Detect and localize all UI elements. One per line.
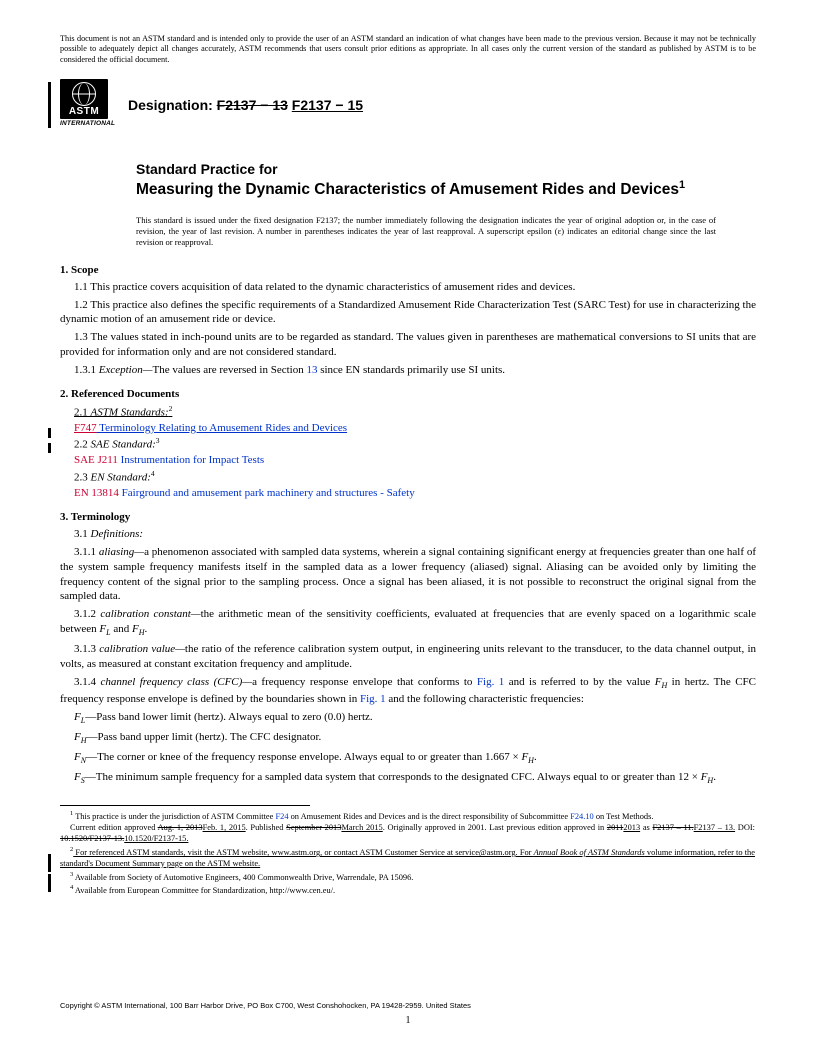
en-13814-link[interactable]: EN 13814 [74,487,119,499]
section-2-head: 2. Referenced Documents [60,388,756,400]
change-bar [48,874,51,892]
para-3-1-3: 3.1.3 calibration value—the ratio of the… [60,642,756,672]
para-3-1: 3.1 Definitions: [60,527,756,542]
footnote-1: 1 This practice is under the jurisdictio… [60,810,755,823]
para-3-1-2: 3.1.2 calibration constant—the arithmeti… [60,607,756,639]
f747-link[interactable]: F747 [74,422,97,434]
para-1-2: 1.2 This practice also defines the speci… [60,298,756,328]
freq-fh: FH—Pass band upper limit (hertz). The CF… [60,730,756,747]
para-3-1-4: 3.1.4 channel frequency class (CFC)—a fr… [60,675,756,707]
ref-f747: F747 Terminology Relating to Amusement R… [60,421,756,436]
para-1-1: 1.1 This practice covers acquisition of … [60,280,756,295]
freq-fn: FN—The corner or knee of the frequency r… [60,750,756,767]
change-bar [48,428,51,438]
ref-sae-j211: SAE J211 Instrumentation for Impact Test… [60,453,756,468]
designation-old: F2137 − 13 [217,97,288,113]
change-bar [48,82,51,128]
issued-note: This standard is issued under the fixed … [136,215,716,248]
footnote-1-line2: Current edition approved Aug. 1, 2013Feb… [60,823,755,845]
section-13-link[interactable]: 13 [306,364,317,376]
footnote-2: 2 For referenced ASTM standards, visit t… [60,846,755,870]
logo-abbr: ASTM [60,106,108,117]
fig-1-link[interactable]: Fig. 1 [477,676,504,688]
change-bar [48,443,51,453]
copyright: Copyright © ASTM International, 100 Barr… [60,1001,471,1010]
astm-logo: ASTM INTERNATIONAL [60,79,118,131]
change-bar [48,854,51,872]
f747-title-link[interactable]: Terminology Relating to Amusement Rides … [97,422,347,434]
ref-en-13814: EN 13814 Fairground and amusement park m… [60,486,756,501]
freq-fl: FL—Pass band lower limit (hertz). Always… [60,710,756,727]
designation-new: F2137 − 15 [292,97,363,113]
top-disclaimer: This document is not an ASTM standard an… [60,34,756,65]
sae-j211-link[interactable]: SAE J211 [74,454,118,466]
footnotes: 1 This practice is under the jurisdictio… [60,805,310,898]
en-13814-title-link[interactable]: Fairground and amusement park machinery … [119,487,415,499]
header-row: ASTM INTERNATIONAL Designation: F2137 − … [60,79,756,131]
ref-2-2: 2.2 SAE Standard:3 [60,436,756,453]
subcommittee-f24-10-link[interactable]: F24.10 [570,811,594,820]
section-3-head: 3. Terminology [60,511,756,523]
para-3-1-1: 3.1.1 aliasing—a phenomenon associated w… [60,545,756,604]
sae-j211-title-link[interactable]: Instrumentation for Impact Tests [118,454,264,466]
footnote-4: 4 Available from European Committee for … [60,884,755,897]
footnote-3: 3 Available from Society of Automotive E… [60,871,755,884]
page-number: 1 [0,1015,816,1026]
fig-1-link-2[interactable]: Fig. 1 [360,693,386,705]
title-prefix: Standard Practice for [136,161,726,179]
freq-fs: FS—The minimum sample frequency for a sa… [60,770,756,787]
committee-f24-link[interactable]: F24 [275,811,288,820]
designation: Designation: F2137 − 13 F2137 − 15 [128,97,363,113]
title-block: Standard Practice for Measuring the Dyna… [136,161,726,201]
designation-label: Designation: [128,97,217,113]
title-footnote-ref: 1 [679,179,685,191]
section-1-head: 1. Scope [60,264,756,276]
ref-2-3: 2.3 EN Standard:4 [60,469,756,486]
ref-2-1: 2.1 ASTM Standards:2 [60,404,756,421]
para-1-3-1: 1.3.1 Exception—The values are reversed … [60,363,756,378]
para-1-3: 1.3 The values stated in inch-pound unit… [60,330,756,360]
title-main: Measuring the Dynamic Characteristics of… [136,178,726,200]
logo-international: INTERNATIONAL [60,120,118,127]
